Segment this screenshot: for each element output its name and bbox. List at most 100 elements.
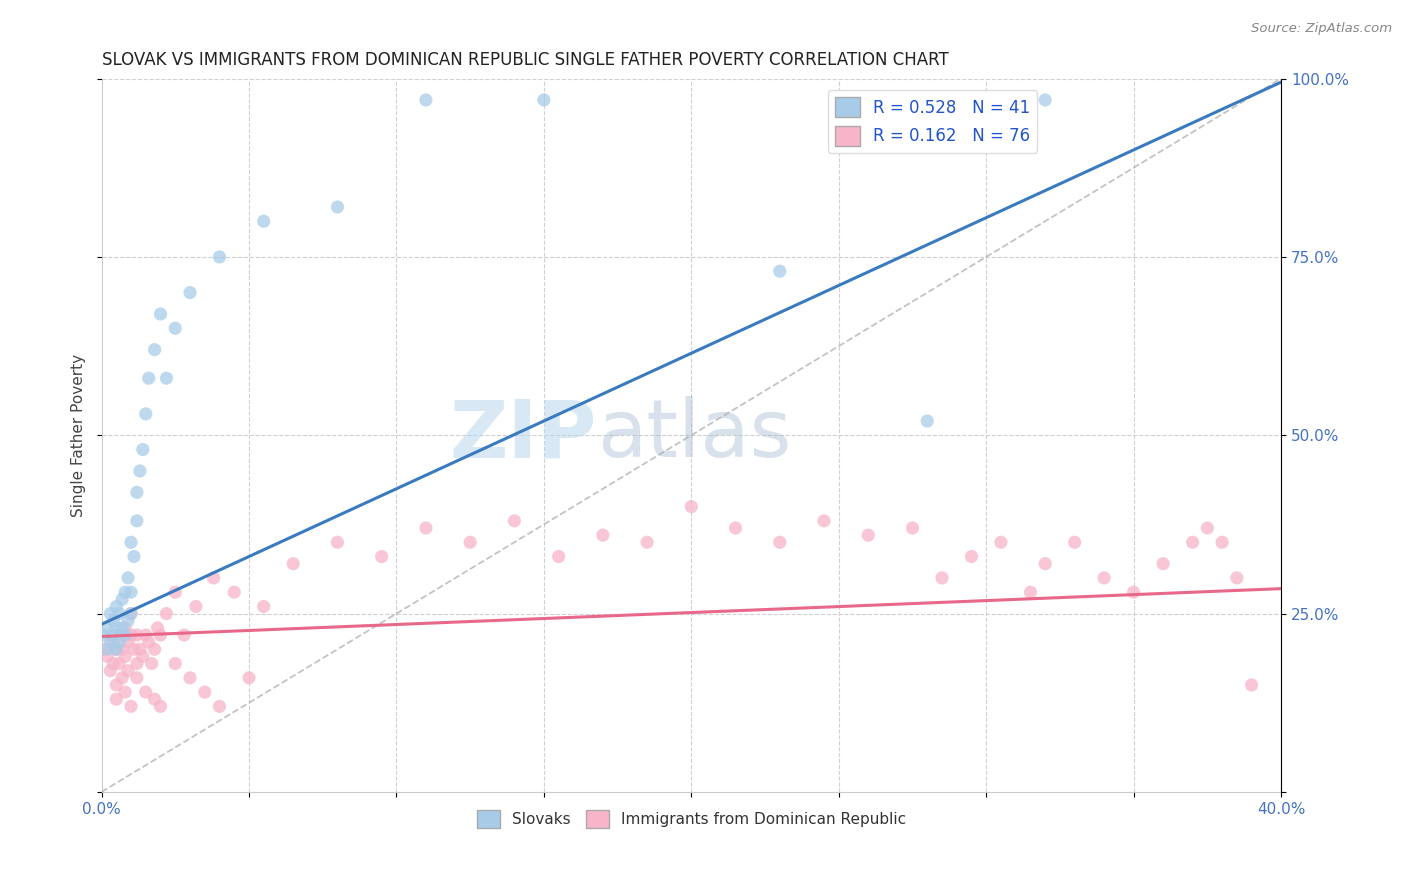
Point (1092, 571, 1115, 585)
Point (1063, 535, 1085, 549)
Point (769, 264, 792, 278)
Point (503, 514, 526, 528)
Point (103, 614, 125, 628)
Point (149, 699, 172, 714)
Point (1019, 585, 1042, 599)
Point (105, 599, 128, 614)
Point (111, 671, 134, 685)
Point (98, 635, 121, 649)
Point (326, 200, 349, 214)
Point (108, 657, 131, 671)
Point (208, 250, 231, 264)
Text: atlas: atlas (598, 396, 792, 475)
Point (990, 535, 1012, 549)
Point (165, 585, 187, 599)
Point (96, 649, 118, 664)
Point (179, 285, 201, 300)
Point (415, 93, 437, 107)
Point (108, 607, 131, 621)
Text: SLOVAK VS IMMIGRANTS FROM DOMINICAN REPUBLIC SINGLE FATHER POVERTY CORRELATION C: SLOVAK VS IMMIGRANTS FROM DOMINICAN REPU… (101, 51, 948, 69)
Point (135, 685, 157, 699)
Point (103, 635, 125, 649)
Point (114, 628, 136, 642)
Point (143, 692, 166, 706)
Point (858, 528, 880, 542)
Point (253, 599, 276, 614)
Point (179, 671, 201, 685)
Point (111, 592, 134, 607)
Point (202, 571, 225, 585)
Point (931, 571, 953, 585)
Point (125, 628, 148, 642)
Point (283, 557, 305, 571)
Point (93, 628, 115, 642)
Point (636, 535, 658, 549)
Point (960, 549, 983, 564)
Point (165, 657, 187, 671)
Point (120, 628, 142, 642)
Point (458, 535, 481, 549)
Point (681, 500, 703, 514)
Point (103, 657, 125, 671)
Point (111, 642, 134, 657)
Point (128, 642, 150, 657)
Point (132, 442, 155, 457)
Point (114, 649, 136, 664)
Point (194, 685, 217, 699)
Point (149, 307, 172, 321)
Point (120, 699, 142, 714)
Point (96, 642, 118, 657)
Point (326, 535, 349, 549)
Point (146, 621, 169, 635)
Point (224, 585, 246, 599)
Point (592, 528, 614, 542)
Point (117, 635, 139, 649)
Point (1197, 521, 1219, 535)
Point (105, 692, 128, 706)
Point (1181, 535, 1204, 549)
Point (108, 635, 131, 649)
Point (173, 628, 195, 642)
Point (253, 214, 276, 228)
Point (98, 607, 121, 621)
Point (547, 549, 569, 564)
Point (208, 699, 231, 714)
Legend: Slovaks, Immigrants from Dominican Republic: Slovaks, Immigrants from Dominican Repub… (471, 804, 912, 834)
Point (117, 614, 139, 628)
Point (901, 521, 924, 535)
Point (117, 571, 139, 585)
Point (93, 642, 115, 657)
Point (103, 628, 125, 642)
Point (105, 642, 128, 657)
Text: Source: ZipAtlas.com: Source: ZipAtlas.com (1251, 22, 1392, 36)
Point (165, 321, 187, 335)
Point (1033, 93, 1056, 107)
Point (135, 407, 157, 421)
Point (105, 642, 128, 657)
Point (915, 414, 938, 428)
Point (122, 642, 145, 657)
Point (533, 93, 555, 107)
Point (370, 549, 392, 564)
Point (238, 671, 260, 685)
Point (96, 621, 118, 635)
Point (105, 678, 128, 692)
Y-axis label: Single Father Poverty: Single Father Poverty (72, 354, 86, 516)
Point (120, 585, 142, 599)
Point (143, 642, 166, 657)
Point (117, 664, 139, 678)
Point (149, 628, 172, 642)
Point (132, 649, 155, 664)
Point (155, 371, 177, 385)
Point (120, 607, 142, 621)
Point (135, 628, 157, 642)
Point (415, 521, 437, 535)
Point (138, 371, 160, 385)
Point (813, 514, 835, 528)
Point (155, 607, 177, 621)
Point (1033, 557, 1056, 571)
Point (108, 628, 131, 642)
Point (143, 343, 166, 357)
Point (128, 464, 150, 478)
Point (141, 657, 163, 671)
